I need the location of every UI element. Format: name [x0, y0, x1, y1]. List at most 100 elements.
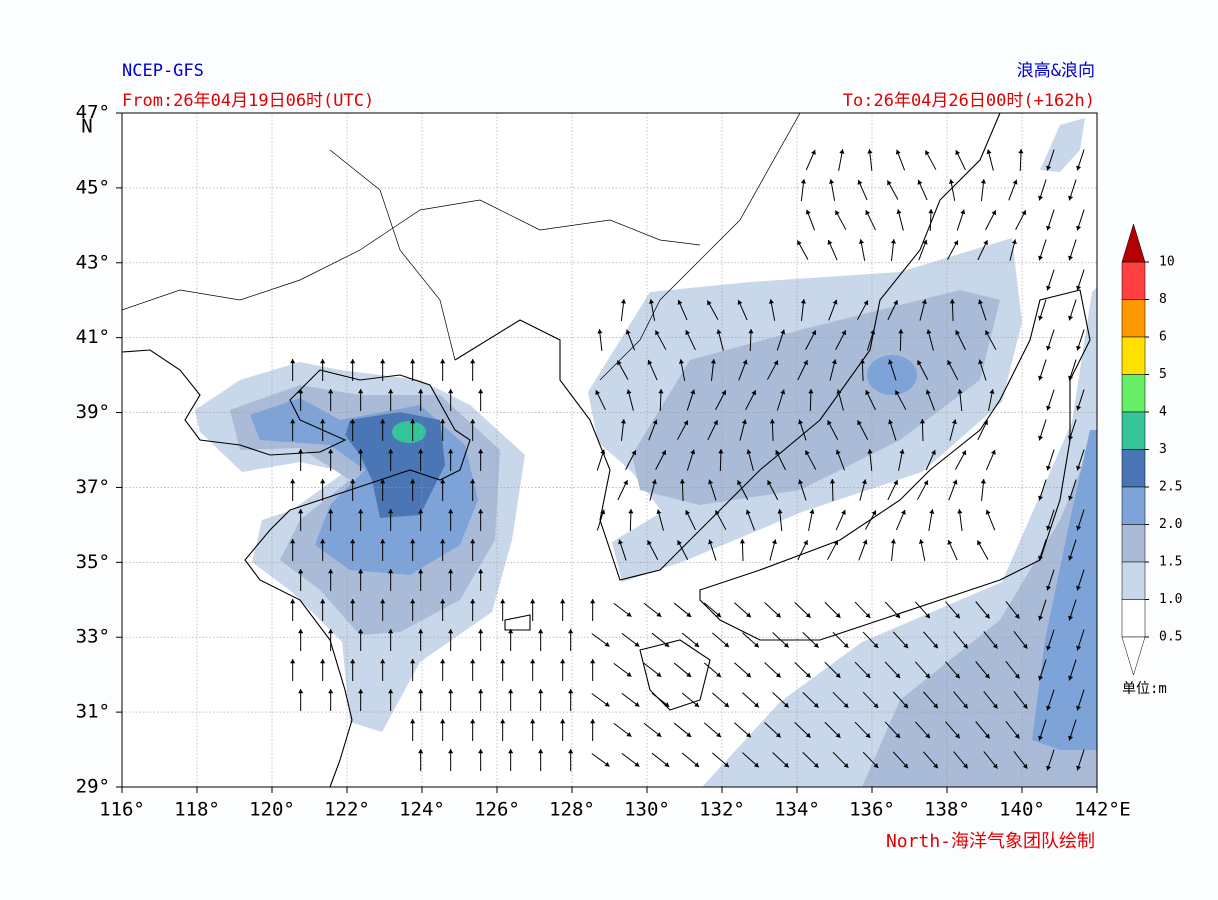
colorbar: 10 8 6 5 4 3 2.5 2.0 1.5 1.0 0.5 单位:m [1121, 223, 1182, 697]
arrow-head [929, 509, 935, 514]
arrow-head [867, 449, 873, 454]
arrow-head [745, 509, 751, 515]
arrow-head [623, 480, 628, 486]
arrow-head [568, 749, 574, 754]
colorbar-label: 6 [1159, 330, 1167, 345]
arrow-head [933, 763, 938, 769]
colorbar-label: 8 [1159, 292, 1167, 307]
arrow-head [895, 390, 900, 396]
arrow-head [984, 733, 990, 739]
arrow-head [440, 719, 446, 724]
arrow-head [955, 150, 961, 156]
arrow-head [949, 299, 955, 304]
arrow-head [748, 329, 754, 334]
arrow-head [1046, 165, 1052, 171]
colorbar-segment [1121, 374, 1146, 413]
colorbar-segment [1121, 449, 1146, 488]
arrow-head [890, 539, 896, 544]
arrow-head [835, 672, 841, 678]
arrow-head [900, 509, 906, 515]
arrow-head [775, 450, 781, 456]
lon-tick-label: 134° [774, 799, 820, 821]
arrow-head [388, 509, 394, 514]
arrow-head [478, 689, 484, 694]
lon-unit: E [1119, 799, 1130, 821]
arrow-head [928, 209, 934, 214]
arrow-head [350, 539, 356, 544]
arrow-head [1068, 195, 1074, 201]
arrow-head [1068, 255, 1074, 261]
arrow-head [1038, 555, 1044, 561]
arrow-head [767, 480, 772, 486]
arrow-head [921, 299, 927, 305]
arrow-head [595, 390, 601, 396]
arrow-head [739, 539, 746, 544]
arrow-head [1038, 615, 1044, 621]
lat-tick-label: 43° [76, 251, 110, 273]
arrow-head [1046, 705, 1052, 711]
arrow-head [724, 642, 730, 648]
arrow-head [320, 419, 326, 424]
arrow-head [440, 479, 446, 484]
arrow-head [1038, 195, 1044, 201]
arrow-head [707, 300, 712, 306]
arrow-head [836, 389, 842, 395]
arrow-head [955, 330, 961, 336]
arrow-head [320, 479, 326, 484]
arrow-head [1046, 405, 1052, 411]
arrow-head [745, 732, 751, 738]
arrow-head [1014, 733, 1020, 739]
arrow-head [1038, 255, 1044, 261]
arrow-head [780, 389, 786, 395]
arrow-head [500, 719, 506, 724]
arrow-head [835, 732, 841, 738]
arrow-head [500, 599, 506, 604]
lat-tick-label: 39° [76, 401, 110, 423]
arrow-head [867, 149, 873, 154]
arrow-head [290, 419, 296, 424]
arrow-head [380, 599, 386, 604]
arrow-head [298, 389, 304, 394]
arrow-head [888, 419, 894, 425]
lon-tick-label: 132° [699, 799, 745, 821]
arrow-head [718, 449, 724, 454]
arrow-head [626, 671, 632, 677]
arrow-head [978, 359, 984, 365]
arrow-head [829, 479, 836, 484]
arrow-head [388, 389, 394, 394]
colorbar-under [1121, 636, 1146, 676]
arrow-head [618, 539, 624, 545]
arrow-head [694, 642, 700, 647]
arrow-head [737, 299, 743, 305]
arrow-head [604, 641, 610, 647]
arrow-head [873, 763, 879, 768]
colorbar-unit: 单位:m [1122, 681, 1167, 697]
arrow-head [538, 689, 544, 694]
arrow-head [1038, 435, 1044, 441]
colorbar-segment [1121, 411, 1146, 450]
arrow-head [320, 539, 326, 544]
arrow-head [678, 359, 684, 364]
arrow-head [933, 703, 938, 709]
arrow-head [769, 419, 775, 424]
arrow-head [865, 733, 871, 738]
arrow-head [953, 240, 959, 246]
arrow-head [746, 449, 752, 455]
wave-direction-arrows [290, 148, 1085, 771]
arrow-head [690, 449, 696, 455]
arrow-head [1038, 315, 1044, 321]
arrow-head [753, 702, 759, 708]
arrow-head [1068, 495, 1074, 501]
arrow-head [751, 390, 757, 396]
arrow-head [604, 761, 610, 767]
arrow-head [328, 509, 334, 514]
arrow-head [903, 643, 909, 649]
arrow-head [893, 300, 898, 306]
arrow-head [1046, 285, 1052, 291]
lon-tick-label: 142° [1074, 799, 1120, 821]
arrow-head [1076, 705, 1082, 711]
arrow-head [1068, 615, 1074, 621]
source-label: NCEP-GFS [122, 61, 204, 81]
arrow-head [1014, 613, 1020, 619]
arrow-head [803, 360, 808, 366]
